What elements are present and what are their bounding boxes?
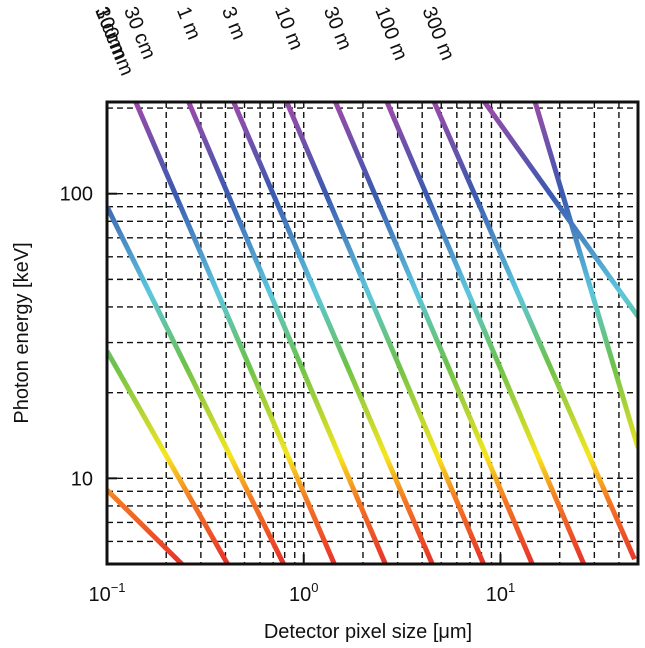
series-line-8 [384, 102, 587, 564]
x-tick-label: 101 [486, 580, 515, 606]
y-tick-label: 100 [60, 184, 93, 206]
series-line-7 [333, 102, 535, 564]
series-line-11 [532, 102, 638, 449]
x-axis-label: Detector pixel size [μm] [264, 621, 472, 643]
series-label-5: 3 m [217, 4, 250, 43]
y-axis-ticks: 10 100 [60, 184, 117, 490]
series-line-4 [186, 102, 388, 564]
x-tick-label: 100 [289, 580, 318, 606]
y-axis-label: Photon energy [keV] [11, 242, 33, 423]
series-line-0 [107, 488, 184, 564]
series-label-4: 1 m [172, 4, 205, 43]
series-line-10 [482, 102, 638, 319]
series-line-9 [431, 102, 637, 561]
series-line-2 [107, 205, 286, 564]
x-tick-label: 10−1 [88, 580, 125, 606]
series-line-3 [133, 102, 337, 564]
plot-frame [105, 100, 640, 566]
y-tick-label: 10 [71, 468, 93, 490]
series-label-6: 10 m [270, 4, 307, 53]
series-label-7: 30 m [319, 4, 356, 53]
series-label-8: 100 m [370, 4, 411, 64]
series-line-6 [284, 102, 486, 564]
series-label-9: 300 m [417, 4, 458, 64]
x-axis-ticks: 10−1 100 101 [88, 554, 515, 606]
series-line-1 [107, 349, 230, 564]
series-line-5 [231, 102, 435, 564]
series-layer [107, 102, 638, 564]
